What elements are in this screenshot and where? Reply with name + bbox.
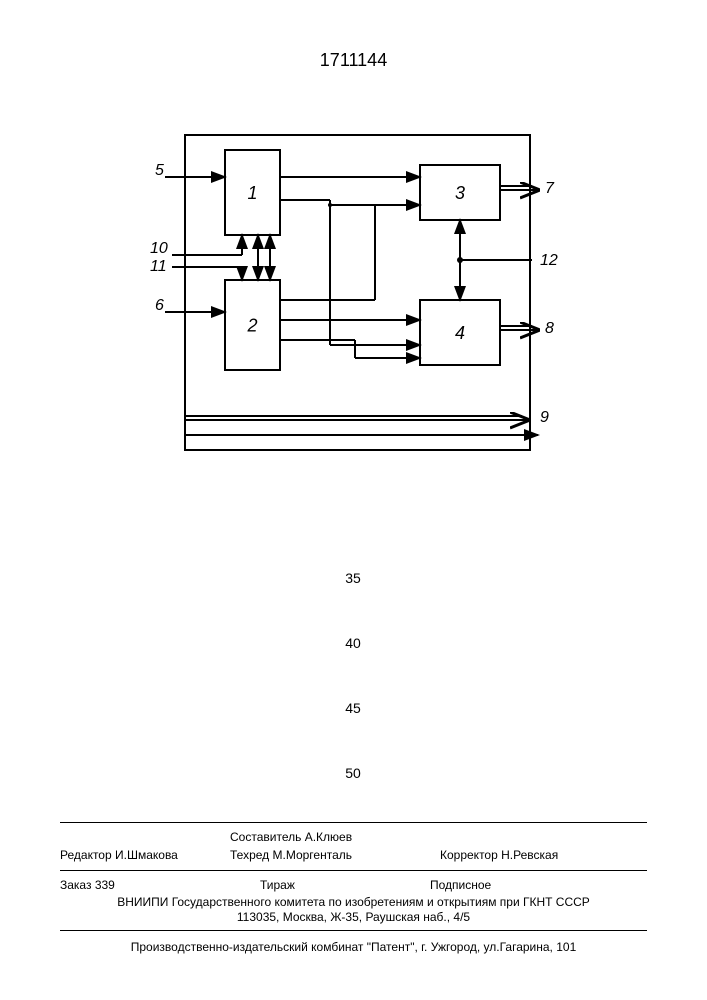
footer-corrector: Корректор Н.Ревская [440, 848, 558, 862]
compiler-label: Составитель [230, 830, 301, 844]
junction-dot [457, 257, 463, 263]
line-number: 45 [338, 700, 368, 716]
page: 1711144 123456789101112 35404550 Состави… [0, 0, 707, 1000]
footer-press: Производственно-издательский комбинат "П… [60, 940, 647, 954]
ext-label-10: 10 [150, 240, 168, 257]
footer-editor: Редактор И.Шмакова [60, 848, 178, 862]
junction-dot [328, 203, 332, 207]
footer-org-1: ВНИИПИ Государственного комитета по изоб… [60, 895, 647, 909]
ext-label-9: 9 [540, 409, 549, 426]
line-number: 50 [338, 765, 368, 781]
editor-name: И.Шмакова [115, 848, 178, 862]
line-number: 40 [338, 635, 368, 651]
block-diagram: 123456789101112 [80, 105, 620, 475]
block-label-2: 2 [246, 315, 257, 335]
footer-rule-2 [60, 870, 647, 871]
compiler-name: А.Клюев [305, 830, 352, 844]
corrector-label: Корректор [440, 848, 498, 862]
footer-rule-3 [60, 930, 647, 931]
footer-org-2: 113035, Москва, Ж-35, Раушская наб., 4/5 [60, 910, 647, 924]
ext-label-8: 8 [545, 320, 554, 337]
doc-number: 1711144 [0, 50, 707, 71]
footer-tehred: Техред М.Моргенталь [230, 848, 352, 862]
footer-tirazh: Тираж [260, 878, 295, 892]
order-label: Заказ [60, 878, 91, 892]
editor-label: Редактор [60, 848, 112, 862]
order-num: 339 [95, 878, 115, 892]
block-label-3: 3 [455, 183, 465, 203]
tehred-label: Техред [230, 848, 269, 862]
ext-label-6: 6 [155, 297, 164, 314]
ext-label-12: 12 [540, 252, 558, 269]
footer-order: Заказ 339 [60, 878, 115, 892]
footer-podpisnoe: Подписное [430, 878, 491, 892]
ext-label-7: 7 [545, 180, 555, 197]
footer-compiler-row: Составитель А.Клюев [230, 830, 647, 844]
tehred-name: М.Моргенталь [273, 848, 353, 862]
ext-label-11: 11 [150, 258, 167, 275]
block-label-4: 4 [455, 323, 465, 343]
footer-rule-1 [60, 822, 647, 823]
ext-label-5: 5 [155, 162, 164, 179]
line-number: 35 [338, 570, 368, 586]
diagram-container: 123456789101112 [80, 105, 620, 475]
block-label-1: 1 [247, 183, 257, 203]
corrector-name: Н.Ревская [501, 848, 558, 862]
